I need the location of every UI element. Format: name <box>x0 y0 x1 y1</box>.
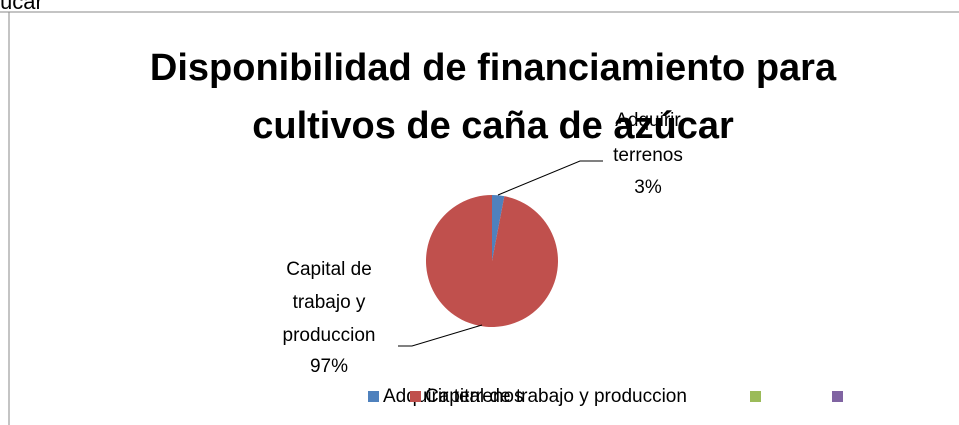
legend-swatch <box>410 391 421 402</box>
pie-slice <box>426 195 558 327</box>
chart-title: Disponibilidad de financiamiento para cul… <box>150 47 837 147</box>
legend-swatch <box>750 391 761 402</box>
leader-line <box>398 324 483 347</box>
data-label-category: Capital de trabajo y produccion <box>283 259 376 346</box>
caption-fragment: úcar <box>0 0 43 14</box>
data-label-value: 97% <box>310 356 348 377</box>
data-label-category: Adquirir terrenos <box>613 110 683 166</box>
legend-swatch <box>832 391 843 402</box>
leader-line <box>497 160 603 196</box>
legend-swatch <box>368 391 379 402</box>
legend-label: Capital de trabajo y produccion <box>425 386 687 407</box>
data-label-value: 3% <box>634 177 662 198</box>
pie-slice <box>492 195 505 261</box>
